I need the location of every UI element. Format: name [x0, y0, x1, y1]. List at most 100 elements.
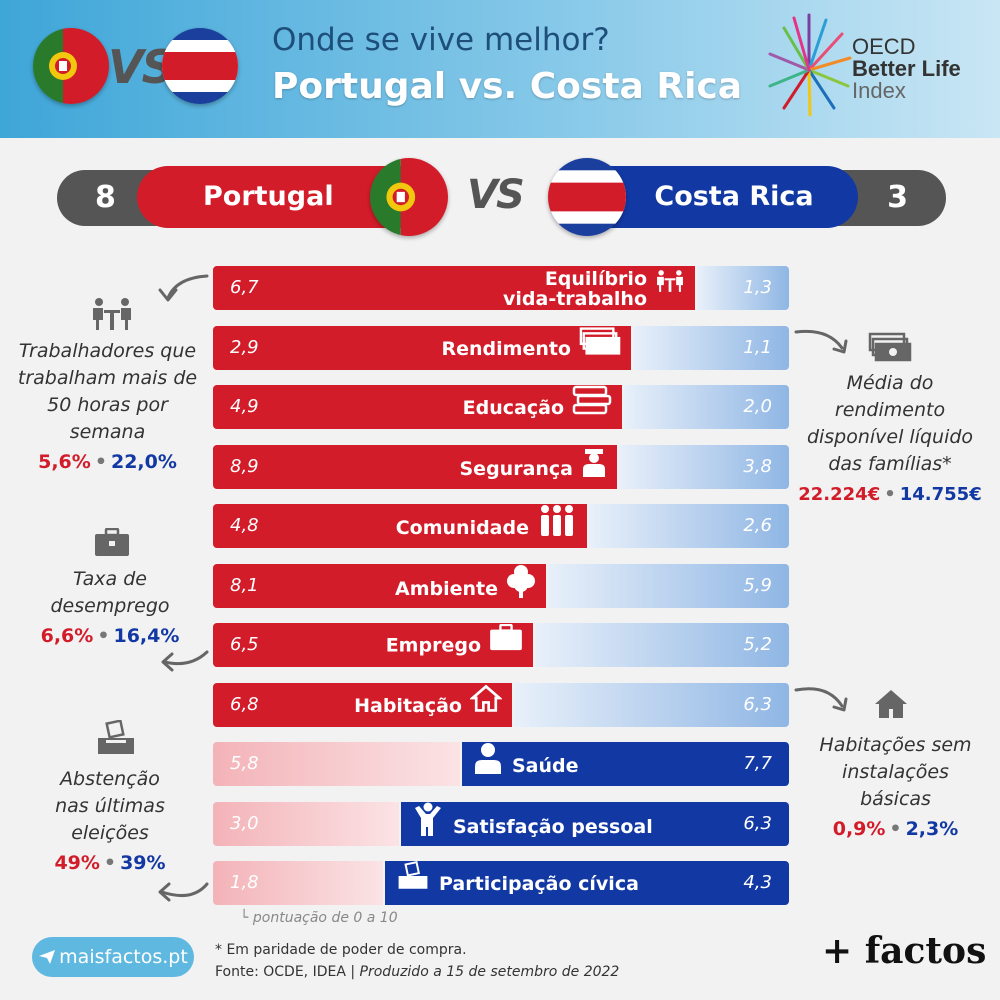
housing-note: Habitações sem instalações básicas — [798, 732, 993, 813]
housing-line: Habitações sem — [819, 734, 972, 756]
costa-rica-value: 6,3 — [743, 813, 772, 834]
arrow-work-hours — [166, 274, 209, 300]
oecd-wordmark: OECD Better Life Index — [852, 36, 961, 102]
category-label: Satisfação pessoal — [413, 802, 653, 846]
portugal-bar — [213, 445, 617, 489]
portugal-bar — [213, 742, 460, 786]
category-text: Equilíbrio vida-trabalho — [503, 268, 647, 310]
oecd-line2: Better Life — [852, 56, 961, 81]
happy-person-icon — [413, 802, 443, 846]
abstention-line: eleições — [71, 822, 149, 844]
category-text: Ambiente — [395, 578, 498, 600]
costa-rica-value: 2,6 — [743, 515, 772, 536]
abstention-note: Abstenção nas últimas eleições — [10, 766, 210, 847]
income-line: Média do — [846, 372, 934, 394]
category-text: Participação cívica — [439, 873, 639, 895]
arrow-housing — [794, 687, 844, 708]
costa-rica-value: 1,1 — [743, 337, 772, 358]
oecd-logo-icon — [768, 13, 852, 117]
portugal-label: Portugal — [203, 181, 334, 212]
work-hours-note: Trabalhadores que trabalham mais de 50 h… — [5, 338, 210, 446]
chart-row: 4,9 2,0 Educação — [213, 385, 789, 429]
housing-line: básicas — [860, 788, 931, 810]
page-subtitle: Portugal vs. Costa Rica — [272, 66, 743, 107]
produced-date: Produzido a 15 de setembro de 2022 — [359, 964, 620, 980]
costa-rica-bar — [633, 326, 789, 370]
house-icon — [875, 690, 907, 718]
portugal-value: 6,8 — [230, 694, 259, 715]
portugal-value: 1,8 — [230, 872, 259, 893]
chart-row: 8,1 5,9 Ambiente — [213, 564, 789, 608]
category-label: Segurança — [460, 445, 608, 489]
category-label: Ambiente — [395, 564, 536, 608]
income-note: Média do rendimento disponível líquido d… — [790, 370, 990, 478]
category-label: Saúde — [474, 742, 579, 786]
category-label: Rendimento — [441, 326, 621, 370]
costa-rica-bar — [514, 683, 789, 727]
work-hours-line: semana — [69, 421, 146, 443]
site-link[interactable]: maisfactos.pt — [32, 937, 194, 977]
meeting-icon — [655, 266, 685, 310]
costa-rica-value: 6,3 — [743, 694, 772, 715]
separator: • — [97, 625, 110, 647]
portugal-value: 4,8 — [230, 515, 259, 536]
briefcase-icon — [489, 623, 523, 668]
portugal-value: 3,0 — [230, 813, 259, 834]
site-label: maisfactos.pt — [59, 946, 188, 968]
ballot-box-icon — [98, 720, 134, 754]
costa-rica-score-value: 3 — [887, 180, 908, 215]
abstention-values: 49% • 39% — [10, 852, 210, 874]
income-cr: 14.755€ — [899, 484, 982, 505]
costa-rica-bar — [619, 445, 789, 489]
costa-rica-bar — [385, 861, 789, 905]
brand-logo: + factos — [822, 930, 987, 972]
category-text: Satisfação pessoal — [453, 816, 653, 838]
costa-rica-bar — [535, 623, 789, 667]
unemployment-line: Taxa de — [73, 568, 147, 590]
footnote-ppp: * Em paridade de poder de compra. — [215, 942, 467, 958]
unemployment-pt: 6,6% — [40, 625, 94, 647]
costa-rica-label: Costa Rica — [654, 181, 814, 212]
chart-row: 4,8 2,6 Comunidade — [213, 504, 789, 548]
income-line: das famílias* — [828, 453, 952, 475]
portugal-value: 5,8 — [230, 753, 259, 774]
tree-icon — [506, 564, 536, 608]
money-icon — [868, 332, 912, 362]
category-text: Rendimento — [441, 338, 571, 360]
category-text: Educação — [462, 397, 564, 419]
books-icon — [572, 385, 612, 429]
category-label: Comunidade — [396, 504, 577, 548]
chart-row: 6,5 5,2 Emprego — [213, 623, 789, 667]
scale-note: └ pontuação de 0 a 10 — [240, 910, 398, 926]
category-text: Saúde — [512, 755, 579, 777]
costa-rica-value: 5,2 — [743, 634, 772, 655]
category-text: Comunidade — [395, 517, 529, 539]
portugal-value: 8,1 — [230, 575, 259, 596]
source-text: Fonte: OCDE, IDEA | — [215, 964, 360, 980]
income-values: 22.224€ • 14.755€ — [790, 484, 990, 505]
category-text: Habitação — [354, 695, 462, 717]
chart-row: 6,7 1,3 Equilíbrio vida-trabalho — [213, 266, 789, 310]
scoreboard-vs: VS — [467, 172, 525, 218]
chart-row: 3,0 6,3 Satisfação pessoal — [213, 802, 789, 846]
costa-rica-flag-icon — [548, 158, 626, 236]
doctor-icon — [474, 742, 502, 786]
category-label: Emprego — [386, 623, 523, 667]
costa-rica-bar — [589, 504, 789, 548]
ballot-box-icon — [397, 861, 429, 905]
abstention-line: Abstenção — [60, 768, 160, 790]
costa-rica-value: 3,8 — [743, 456, 772, 477]
unemployment-line: desemprego — [50, 595, 170, 617]
chart-row: 1,8 4,3 Participação cívica — [213, 861, 789, 905]
oecd-line1: OECD — [852, 34, 916, 59]
portugal-bar — [213, 683, 512, 727]
arrow-income — [794, 329, 844, 350]
money-icon — [579, 326, 621, 370]
work-hours-line: trabalham mais de — [17, 367, 198, 389]
meeting-icon — [93, 298, 131, 330]
housing-pt: 0,9% — [832, 818, 886, 840]
costa-rica-value: 1,3 — [743, 277, 772, 298]
income-line: disponível líquido — [806, 426, 974, 448]
portugal-bar — [213, 504, 587, 548]
category-label: Habitação — [354, 683, 503, 727]
